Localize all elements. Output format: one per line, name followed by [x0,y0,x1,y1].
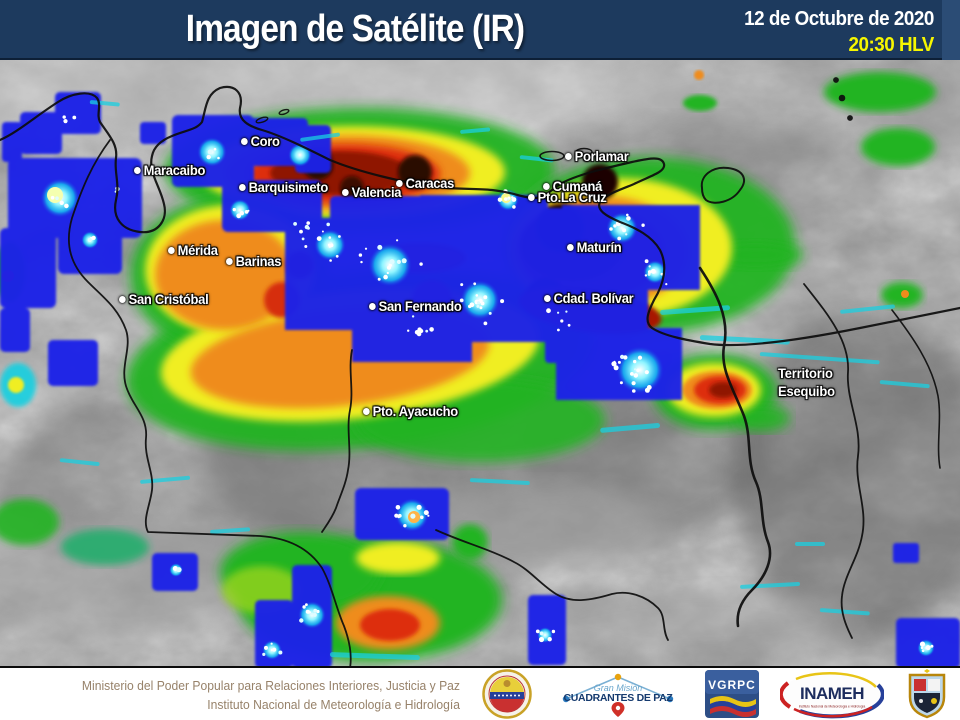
territory-esequibo-label: Territorio Esequibo [778,366,835,400]
flag-stripe-yellow [710,696,756,707]
cuadrantes-text2: CUADRANTES DE PAZ [563,692,673,704]
convection-minor [0,70,936,565]
header-edge-highlight [942,0,960,60]
date-label: 12 de Octubre de 2020 [744,8,934,30]
ministerio-seal-logo [482,669,532,719]
inameh-text: INAMEH [800,684,864,703]
lightning-specks [50,115,934,657]
shield-star-icon [924,669,930,673]
satellite-map: Coro Maracaibo Barquisimeto Valencia Caracas… [0,60,960,668]
escudo-shield-logo [908,669,946,719]
date-time-block: 12 de Octubre de 2020 20:30 HLV [744,6,934,58]
footer-line1: Ministerio del Poder Popular para Relaci… [81,679,461,693]
header-bar: Imagen de Satélite (IR) 12 de Octubre de… [0,0,960,60]
coastline-borders [0,77,960,666]
cuadrantes-de-paz-logo: Gran Misión CUADRANTES DE PAZ [562,673,674,717]
footer-credits: Ministerio del Poder Popular para Relaci… [49,677,460,715]
convection-esequibo [653,354,790,432]
page-title: Imagen de Satélite (IR) [185,8,525,50]
cuadrantes-text1: Gran Misión [594,683,643,693]
footer-logos: Gran Misión CUADRANTES DE PAZ VGRPC INAM… [482,668,950,720]
time-label: 20:30 HLV [848,34,935,56]
seal-crest-icon [503,680,511,687]
flag-stripe-blue [710,701,756,712]
footer-bar: Ministerio del Poder Popular para Relaci… [0,668,960,720]
flag-stripe-red [710,706,756,717]
satellite-imagery [0,60,960,666]
vgrpc-logo: VGRPC [705,670,759,718]
inameh-caption: Instituto Nacional de Meteorología e Hid… [799,705,866,709]
footer-line2: Instituto Nacional de Meteorología e Hid… [207,697,460,712]
inameh-logo: INAMEH Instituto Nacional de Meteorologí… [780,672,884,719]
vgrpc-text: VGRPC [708,678,756,692]
